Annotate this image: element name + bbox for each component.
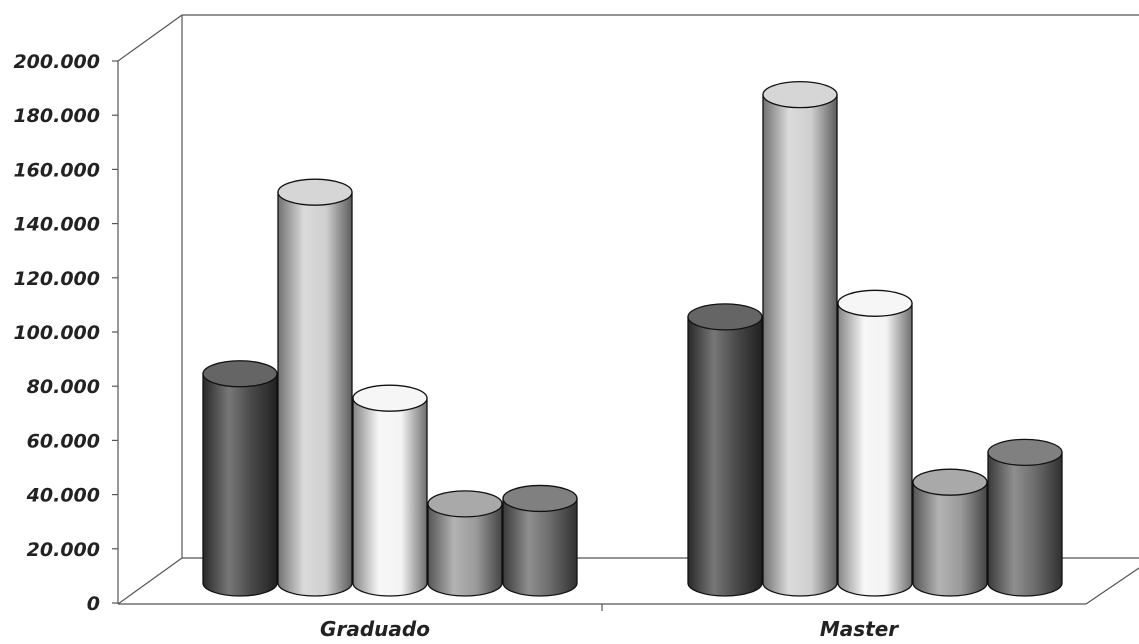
y-tick-label: 180.000 bbox=[13, 105, 100, 127]
floor-left-edge bbox=[117, 557, 183, 605]
bar-graduado-series-1 bbox=[202, 360, 278, 597]
side-wall-top-edge bbox=[117, 14, 183, 62]
bar-top bbox=[352, 384, 428, 412]
y-axis-tick-labels: 0 20.000 40.000 60.000 80.000 100.000 120.000 1… bbox=[13, 51, 118, 615]
bar-body bbox=[762, 94, 838, 597]
bar-master-series-3 bbox=[837, 289, 913, 597]
bar-graduado-series-2 bbox=[277, 178, 353, 597]
bar-top bbox=[987, 438, 1063, 467]
y-tick-label: 40.000 bbox=[26, 485, 100, 507]
bar-graduado-series-3 bbox=[352, 384, 428, 597]
bar-top bbox=[687, 303, 763, 331]
bar-master-series-1 bbox=[687, 303, 763, 597]
bar-body bbox=[427, 503, 503, 597]
floor-right-edge bbox=[1085, 567, 1139, 605]
bar-body bbox=[987, 451, 1063, 597]
bar-body bbox=[202, 373, 278, 597]
bar-top bbox=[277, 178, 353, 206]
y-tick-label: 20.000 bbox=[27, 539, 100, 561]
y-tick-label: 100.000 bbox=[13, 322, 100, 344]
y-tick-label: 0 bbox=[87, 593, 100, 615]
bar-graduado-series-5 bbox=[502, 484, 578, 597]
y-tick-label: 60.000 bbox=[27, 430, 100, 452]
bar-master-series-2 bbox=[762, 81, 838, 597]
bar-body bbox=[687, 316, 763, 597]
x-category-label: Master bbox=[820, 617, 899, 639]
x-axis-category-labels: Graduado Master bbox=[320, 604, 899, 641]
y-tick-label: 160.000 bbox=[13, 159, 100, 181]
bar-master-series-4 bbox=[912, 468, 988, 597]
y-tick-label: 120.000 bbox=[13, 268, 100, 290]
bar-master-series-5 bbox=[987, 438, 1063, 597]
bar-body bbox=[502, 497, 578, 597]
bar-top bbox=[912, 468, 988, 496]
y-tick-label: 140.000 bbox=[13, 214, 100, 236]
bars bbox=[202, 81, 1063, 597]
bar-top bbox=[427, 490, 503, 518]
y-tick-label: 80.000 bbox=[27, 376, 100, 398]
bar-body bbox=[912, 481, 988, 597]
x-category-label: Graduado bbox=[320, 617, 430, 639]
y-tick-label: 200.000 bbox=[13, 51, 100, 73]
bar-body bbox=[352, 397, 428, 597]
bar-graduado-series-4 bbox=[427, 490, 503, 597]
bar-top bbox=[202, 360, 278, 388]
bar-top bbox=[837, 289, 913, 317]
bar-body bbox=[837, 302, 913, 597]
bar-top bbox=[762, 81, 838, 109]
bar-top bbox=[502, 484, 578, 513]
bar-body bbox=[277, 191, 353, 597]
